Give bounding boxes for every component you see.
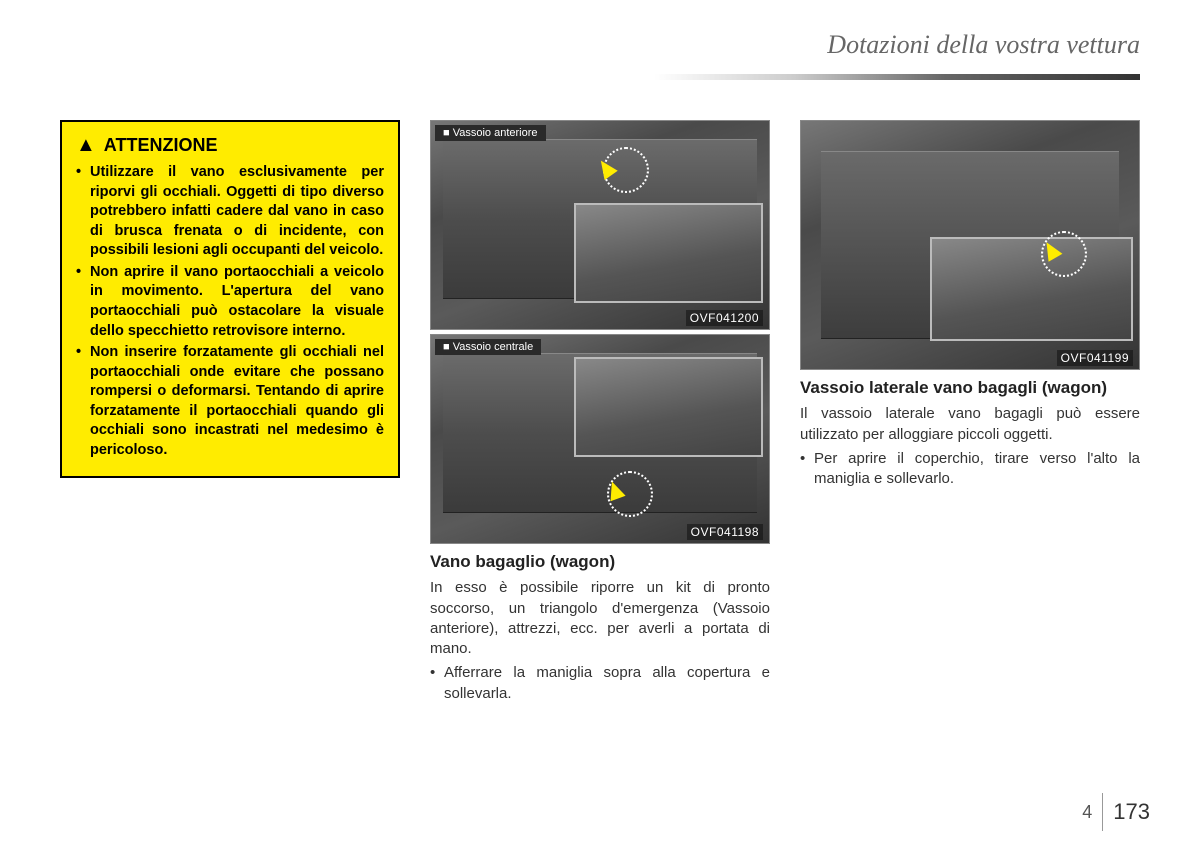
figure-inset	[930, 237, 1133, 341]
section-heading-side-tray: Vassoio laterale vano bagagli (wagon)	[800, 378, 1140, 398]
section-bullets: Afferrare la maniglia sopra alla copertu…	[430, 663, 770, 704]
figure-side-tray: OVF041199	[800, 120, 1140, 370]
chapter-number: 4	[1082, 802, 1092, 823]
warning-box: ▲ ATTENZIONE Utilizzare il vano esclusiv…	[60, 120, 400, 478]
content-columns: ▲ ATTENZIONE Utilizzare il vano esclusiv…	[60, 120, 1140, 704]
page-number: 4 173	[1082, 793, 1150, 831]
section-bullets: Per aprire il coperchio, tirare verso l'…	[800, 449, 1140, 490]
warning-icon: ▲	[76, 134, 96, 157]
section-paragraph: In esso è possibile riporre un kit di pr…	[430, 578, 770, 659]
warning-header: ▲ ATTENZIONE	[76, 134, 384, 157]
manual-page: Dotazioni della vostra vettura ▲ ATTENZI…	[0, 0, 1200, 724]
page-number-value: 173	[1113, 799, 1150, 825]
figure-code: OVF041199	[1057, 350, 1133, 366]
warning-item: Utilizzare il vano esclusivamente per ri…	[76, 163, 384, 261]
figure-code: OVF041198	[687, 524, 763, 540]
page-number-divider	[1102, 793, 1103, 831]
figure-code: OVF041200	[686, 310, 763, 326]
section-heading-luggage: Vano bagaglio (wagon)	[430, 552, 770, 572]
column-left: ▲ ATTENZIONE Utilizzare il vano esclusiv…	[60, 120, 400, 704]
warning-title: ATTENZIONE	[104, 135, 218, 156]
figure-label-text: Vassoio anteriore	[453, 127, 538, 139]
bullet-item: Per aprire il coperchio, tirare verso l'…	[800, 449, 1140, 490]
figure-label: ■ Vassoio centrale	[435, 339, 541, 355]
warning-item: Non aprire il vano portaocchiali a veico…	[76, 263, 384, 341]
figure-inset	[574, 357, 763, 457]
section-paragraph: Il vassoio laterale vano bagagli può ess…	[800, 404, 1140, 445]
figure-inset	[574, 203, 763, 303]
column-right: OVF041199 Vassoio laterale vano bagagli …	[800, 120, 1140, 704]
figure-front-tray: ■ Vassoio anteriore OVF041200	[430, 120, 770, 330]
header-rule	[60, 74, 1140, 80]
warning-list: Utilizzare il vano esclusivamente per ri…	[76, 163, 384, 460]
figure-label-prefix: ■	[443, 341, 450, 353]
page-header-title: Dotazioni della vostra vettura	[60, 30, 1140, 68]
figure-center-tray: ■ Vassoio centrale OVF041198	[430, 334, 770, 544]
figure-label-text: Vassoio centrale	[453, 341, 534, 353]
warning-item: Non inserire forzatamente gli occhiali n…	[76, 343, 384, 460]
bullet-item: Afferrare la maniglia sopra alla copertu…	[430, 663, 770, 704]
figure-label-prefix: ■	[443, 127, 450, 139]
figure-label: ■ Vassoio anteriore	[435, 125, 546, 141]
column-middle: ■ Vassoio anteriore OVF041200 ■ Vassoio …	[430, 120, 770, 704]
